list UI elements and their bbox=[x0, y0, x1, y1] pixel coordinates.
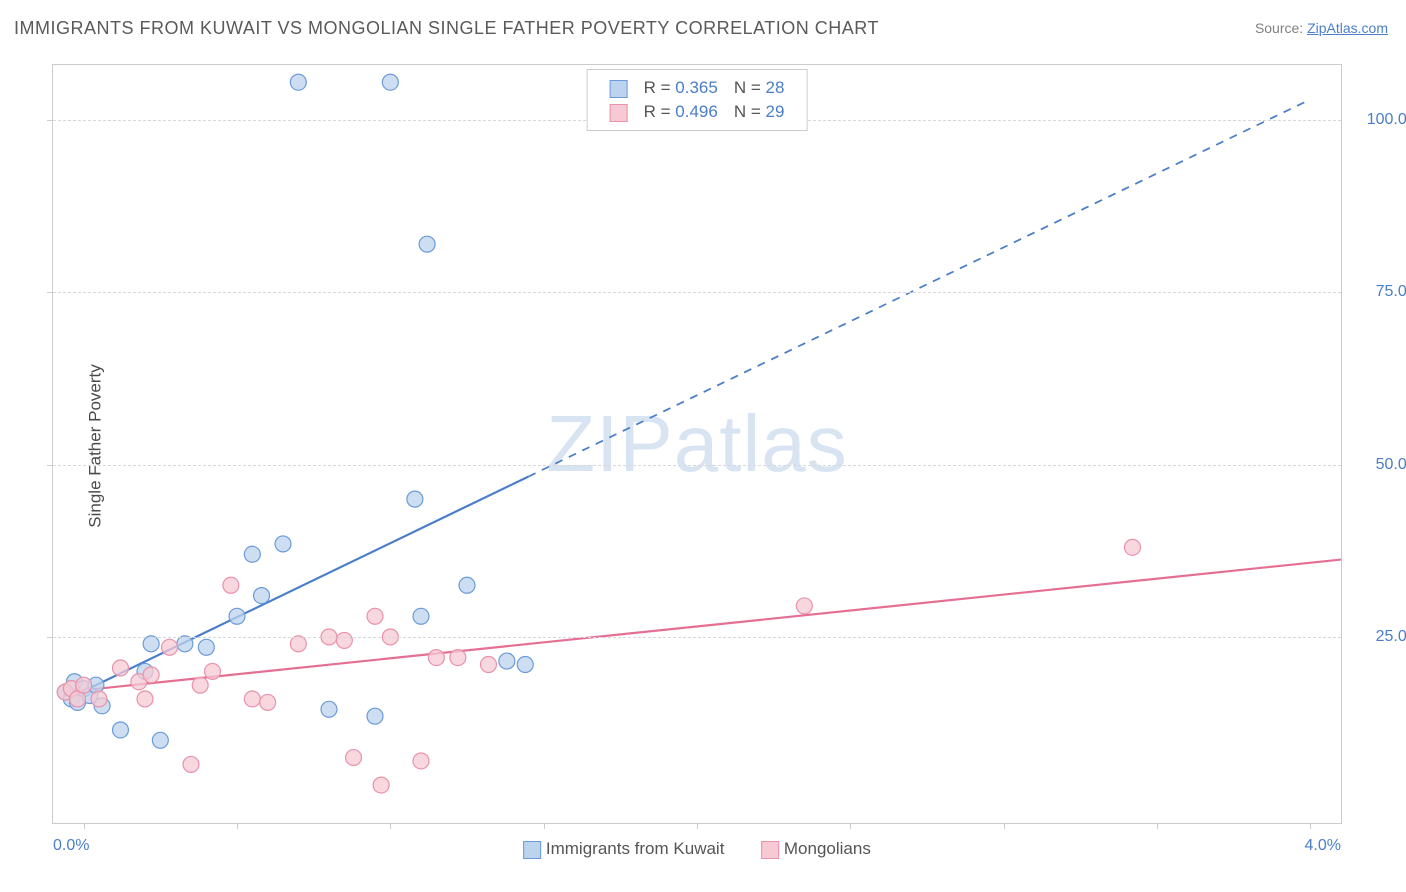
datapoint-mongolian bbox=[290, 636, 306, 652]
legend-label-kuwait: Immigrants from Kuwait bbox=[546, 839, 725, 858]
legend-label-mongolian: Mongolians bbox=[784, 839, 871, 858]
datapoint-kuwait bbox=[419, 236, 435, 252]
x-tick-label-max: 4.0% bbox=[1305, 837, 1341, 855]
datapoint-kuwait bbox=[229, 608, 245, 624]
datapoint-kuwait bbox=[407, 491, 423, 507]
datapoint-mongolian bbox=[183, 756, 199, 772]
datapoint-mongolian bbox=[244, 691, 260, 707]
y-tick-mark bbox=[47, 637, 53, 638]
x-tick-label-min: 0.0% bbox=[53, 837, 89, 855]
datapoint-kuwait bbox=[152, 732, 168, 748]
y-tick-mark bbox=[47, 292, 53, 293]
y-tick-mark bbox=[47, 465, 53, 466]
source-link[interactable]: ZipAtlas.com bbox=[1307, 20, 1388, 36]
legend-swatch-mongolian bbox=[610, 104, 628, 122]
chart-plot-area: ZIPatlas 25.0%50.0%75.0%100.0% R = 0.365… bbox=[52, 64, 1342, 824]
x-tick-mark bbox=[390, 823, 391, 829]
datapoint-kuwait bbox=[459, 577, 475, 593]
scatter-plot-svg bbox=[53, 65, 1341, 823]
datapoint-mongolian bbox=[112, 660, 128, 676]
datapoint-kuwait bbox=[517, 657, 533, 673]
datapoint-kuwait bbox=[244, 546, 260, 562]
source-attribution: Source: ZipAtlas.com bbox=[1255, 20, 1388, 36]
source-prefix: Source: bbox=[1255, 20, 1307, 36]
x-tick-mark bbox=[237, 823, 238, 829]
n-label: N = bbox=[734, 78, 761, 97]
legend-swatch-mongolian-bottom bbox=[761, 841, 779, 859]
datapoint-mongolian bbox=[162, 639, 178, 655]
datapoint-kuwait bbox=[254, 588, 270, 604]
r-label: R = bbox=[644, 102, 671, 121]
y-tick-label: 75.0% bbox=[1376, 283, 1406, 301]
y-tick-mark bbox=[47, 120, 53, 121]
gridline-horizontal bbox=[53, 292, 1341, 293]
chart-title: IMMIGRANTS FROM KUWAIT VS MONGOLIAN SING… bbox=[14, 18, 879, 39]
gridline-horizontal bbox=[53, 465, 1341, 466]
legend-statistics: R = 0.365 N = 28 R = 0.496 N = 29 bbox=[587, 69, 808, 131]
legend-item-mongolian: Mongolians bbox=[761, 839, 871, 859]
y-tick-label: 50.0% bbox=[1376, 456, 1406, 474]
x-tick-mark bbox=[84, 823, 85, 829]
datapoint-mongolian bbox=[346, 750, 362, 766]
n-value-mongolian: 29 bbox=[765, 102, 784, 121]
x-tick-mark bbox=[1310, 823, 1311, 829]
trendline-solid-mongolian bbox=[65, 560, 1341, 693]
datapoint-mongolian bbox=[373, 777, 389, 793]
datapoint-mongolian bbox=[796, 598, 812, 614]
r-value-mongolian: 0.496 bbox=[675, 102, 718, 121]
datapoint-kuwait bbox=[382, 74, 398, 90]
legend-swatch-kuwait-bottom bbox=[523, 841, 541, 859]
datapoint-mongolian bbox=[367, 608, 383, 624]
n-label: N = bbox=[734, 102, 761, 121]
gridline-horizontal bbox=[53, 637, 1341, 638]
datapoint-kuwait bbox=[198, 639, 214, 655]
datapoint-kuwait bbox=[367, 708, 383, 724]
datapoint-mongolian bbox=[223, 577, 239, 593]
datapoint-kuwait bbox=[275, 536, 291, 552]
datapoint-mongolian bbox=[413, 753, 429, 769]
datapoint-mongolian bbox=[204, 663, 220, 679]
x-tick-mark bbox=[697, 823, 698, 829]
datapoint-mongolian bbox=[192, 677, 208, 693]
r-label: R = bbox=[644, 78, 671, 97]
datapoint-mongolian bbox=[450, 650, 466, 666]
datapoint-kuwait bbox=[321, 701, 337, 717]
x-tick-mark bbox=[850, 823, 851, 829]
datapoint-mongolian bbox=[137, 691, 153, 707]
datapoint-kuwait bbox=[112, 722, 128, 738]
x-tick-mark bbox=[544, 823, 545, 829]
datapoint-kuwait bbox=[413, 608, 429, 624]
x-tick-mark bbox=[1004, 823, 1005, 829]
datapoint-mongolian bbox=[1124, 539, 1140, 555]
legend-series: Immigrants from Kuwait Mongolians bbox=[507, 839, 887, 859]
n-value-kuwait: 28 bbox=[765, 78, 784, 97]
datapoint-kuwait bbox=[290, 74, 306, 90]
datapoint-mongolian bbox=[336, 632, 352, 648]
datapoint-mongolian bbox=[76, 677, 92, 693]
y-tick-label: 25.0% bbox=[1376, 628, 1406, 646]
datapoint-mongolian bbox=[260, 694, 276, 710]
x-tick-mark bbox=[1157, 823, 1158, 829]
datapoint-kuwait bbox=[499, 653, 515, 669]
trendline-dashed-kuwait bbox=[528, 99, 1310, 476]
datapoint-mongolian bbox=[91, 691, 107, 707]
y-tick-label: 100.0% bbox=[1367, 111, 1406, 129]
datapoint-mongolian bbox=[143, 667, 159, 683]
legend-swatch-kuwait bbox=[610, 80, 628, 98]
legend-item-kuwait: Immigrants from Kuwait bbox=[523, 839, 724, 859]
datapoint-mongolian bbox=[428, 650, 444, 666]
datapoint-kuwait bbox=[143, 636, 159, 652]
legend-row-kuwait: R = 0.365 N = 28 bbox=[602, 76, 793, 100]
datapoint-mongolian bbox=[480, 657, 496, 673]
r-value-kuwait: 0.365 bbox=[675, 78, 718, 97]
legend-row-mongolian: R = 0.496 N = 29 bbox=[602, 100, 793, 124]
datapoint-kuwait bbox=[177, 636, 193, 652]
